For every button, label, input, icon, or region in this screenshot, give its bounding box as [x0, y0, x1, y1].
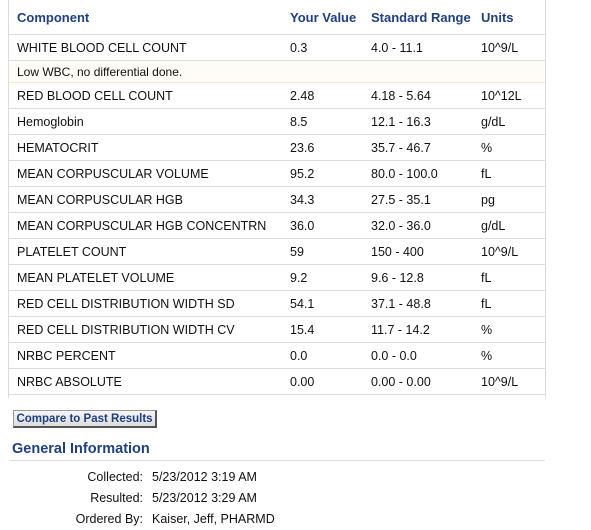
- cell-units: %: [475, 134, 545, 161]
- collected-label: Collected:: [87, 470, 143, 484]
- cell-standard-range: 11.7 - 14.2: [365, 316, 475, 343]
- cell-your-value: 9.2: [282, 264, 365, 291]
- cell-component: MEAN PLATELET VOLUME: [9, 264, 282, 291]
- cell-component: MEAN CORPUSCULAR HGB CONCENTRN: [9, 212, 282, 239]
- cell-standard-range: 150 - 400: [365, 238, 475, 265]
- cell-units: fL: [475, 264, 545, 291]
- table-row: Hemoglobin 8.5 12.1 - 16.3 g/dL: [9, 108, 545, 135]
- column-header-units: Units: [475, 0, 545, 35]
- cell-component: RED CELL DISTRIBUTION WIDTH SD: [9, 290, 282, 317]
- table-row: MEAN CORPUSCULAR HGB CONCENTRN 36.0 32.0 -…: [9, 212, 545, 239]
- cell-standard-range: 12.1 - 16.3: [365, 108, 475, 135]
- general-information-heading: General Information: [12, 441, 150, 457]
- cell-your-value: 34.3: [282, 186, 365, 213]
- right-border: [545, 0, 546, 398]
- cell-your-value: 8.5: [282, 108, 365, 135]
- cell-your-value: 54.1: [282, 290, 365, 317]
- cell-component: MEAN CORPUSCULAR HGB: [9, 186, 282, 213]
- cell-units: g/dL: [475, 212, 545, 239]
- cell-units: %: [475, 316, 545, 343]
- cell-your-value: 95.2: [282, 160, 365, 187]
- result-comment-row: Low WBC, no differential done.: [9, 60, 545, 83]
- cell-your-value: 36.0: [282, 212, 365, 239]
- cell-units: 10^12L: [475, 82, 545, 109]
- table-row: RED CELL DISTRIBUTION WIDTH CV 15.4 11.7 -…: [9, 316, 545, 343]
- cell-standard-range: 80.0 - 100.0: [365, 160, 475, 187]
- cell-your-value: 15.4: [282, 316, 365, 343]
- table-row: RED CELL DISTRIBUTION WIDTH SD 54.1 37.1 -…: [9, 290, 545, 317]
- table-row: MEAN CORPUSCULAR HGB 34.3 27.5 - 35.1 pg: [9, 186, 545, 213]
- table-row: RED BLOOD CELL COUNT 2.48 4.18 - 5.64 10^12…: [9, 82, 545, 109]
- cell-standard-range: 9.6 - 12.8: [365, 264, 475, 291]
- cell-units: fL: [475, 290, 545, 317]
- results-body: WHITE BLOOD CELL COUNT 0.3 4.0 - 11.1 10^9/…: [9, 34, 545, 395]
- cell-standard-range: 32.0 - 36.0: [365, 212, 475, 239]
- table-header-row: Component Your Value Standard Range Unit…: [9, 0, 545, 35]
- cell-units: 10^9/L: [475, 34, 545, 61]
- cell-component: HEMATOCRIT: [9, 134, 282, 161]
- resulted-label: Resulted:: [90, 491, 143, 505]
- column-header-standard-range: Standard Range: [365, 0, 475, 35]
- cell-your-value: 0.3: [282, 34, 365, 61]
- cell-component: MEAN CORPUSCULAR VOLUME: [9, 160, 282, 187]
- ordered-by-label: Ordered By:: [75, 512, 143, 526]
- cell-your-value: 0.0: [282, 342, 365, 369]
- cell-units: fL: [475, 160, 545, 187]
- cell-standard-range: 37.1 - 48.8: [365, 290, 475, 317]
- collected-row: Collected: 5/23/2012 3:19 AM: [0, 470, 591, 488]
- cell-units: g/dL: [475, 108, 545, 135]
- cell-standard-range: 0.00 - 0.00: [365, 368, 475, 395]
- resulted-value: 5/23/2012 3:29 AM: [152, 491, 257, 505]
- table-row: NRBC ABSOLUTE 0.00 0.00 - 0.00 10^9/L: [9, 368, 545, 395]
- cell-standard-range: 35.7 - 46.7: [365, 134, 475, 161]
- result-comment: Low WBC, no differential done.: [9, 60, 545, 83]
- resulted-row: Resulted: 5/23/2012 3:29 AM: [0, 491, 591, 509]
- table-row: MEAN CORPUSCULAR VOLUME 95.2 80.0 - 100.0 f…: [9, 160, 545, 187]
- cell-your-value: 0.00: [282, 368, 365, 395]
- cell-units: pg: [475, 186, 545, 213]
- left-border: [8, 0, 9, 398]
- cell-your-value: 23.6: [282, 134, 365, 161]
- cell-component: PLATELET COUNT: [9, 238, 282, 265]
- table-row: MEAN PLATELET VOLUME 9.2 9.6 - 12.8 fL: [9, 264, 545, 291]
- cell-your-value: 59: [282, 238, 365, 265]
- ordered-by-value: Kaiser, Jeff, PHARMD: [152, 512, 275, 526]
- section-divider: [10, 460, 545, 461]
- column-header-your-value: Your Value: [282, 0, 365, 35]
- cell-standard-range: 0.0 - 0.0: [365, 342, 475, 369]
- cell-units: %: [475, 342, 545, 369]
- cell-component: NRBC PERCENT: [9, 342, 282, 369]
- cell-units: 10^9/L: [475, 238, 545, 265]
- cell-standard-range: 27.5 - 35.1: [365, 186, 475, 213]
- cell-component: WHITE BLOOD CELL COUNT: [9, 34, 282, 61]
- cell-component: RED CELL DISTRIBUTION WIDTH CV: [9, 316, 282, 343]
- cell-component: Hemoglobin: [9, 108, 282, 135]
- collected-value: 5/23/2012 3:19 AM: [152, 470, 257, 484]
- lab-results-table: Component Your Value Standard Range Unit…: [9, 0, 545, 395]
- ordered-by-row: Ordered By: Kaiser, Jeff, PHARMD: [0, 512, 591, 530]
- cell-your-value: 2.48: [282, 82, 365, 109]
- table-row: WHITE BLOOD CELL COUNT 0.3 4.0 - 11.1 10^9/…: [9, 34, 545, 61]
- table-row: NRBC PERCENT 0.0 0.0 - 0.0%: [9, 342, 545, 369]
- table-row: HEMATOCRIT 23.6 35.7 - 46.7%: [9, 134, 545, 161]
- cell-standard-range: 4.0 - 11.1: [365, 34, 475, 61]
- cell-standard-range: 4.18 - 5.64: [365, 82, 475, 109]
- compare-to-past-results-button[interactable]: Compare to Past Results: [13, 410, 157, 428]
- cell-units: 10^9/L: [475, 368, 545, 395]
- column-header-component: Component: [9, 0, 282, 35]
- table-row: PLATELET COUNT 59 150 - 400 10^9/L: [9, 238, 545, 265]
- cell-component: NRBC ABSOLUTE: [9, 368, 282, 395]
- cell-component: RED BLOOD CELL COUNT: [9, 82, 282, 109]
